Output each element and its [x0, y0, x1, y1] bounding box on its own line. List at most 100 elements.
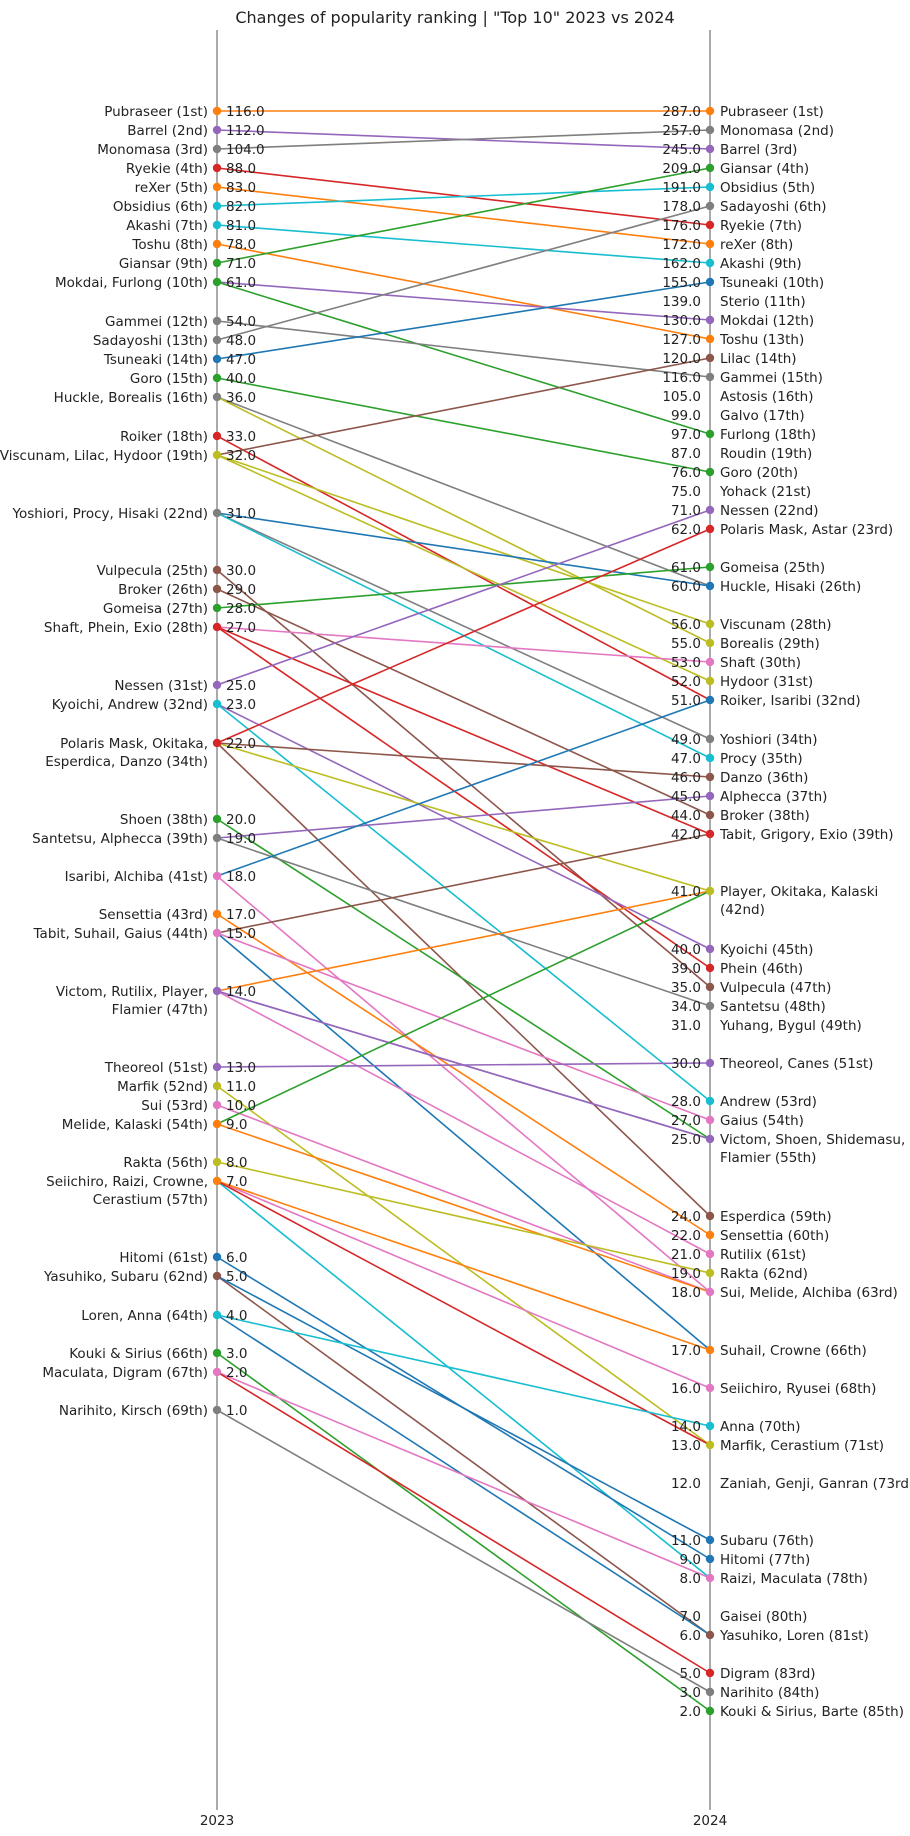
left-value-1: 112.0: [226, 123, 265, 139]
connector-44: [216, 932, 711, 1351]
right-label-54-0: Marfik, Cerastium (71st): [720, 1438, 884, 1454]
connector-47: [216, 990, 711, 1255]
left-marker-14: [212, 392, 222, 402]
right-value-61: 5.0: [680, 1666, 701, 1682]
right-marker-2: [705, 144, 715, 154]
right-label-46-0: Esperdica (59th): [720, 1209, 832, 1225]
right-value-36: 41.0: [671, 884, 701, 900]
right-value-42: 30.0: [671, 1056, 701, 1072]
right-value-52: 16.0: [671, 1381, 701, 1397]
right-marker-32: [705, 772, 715, 782]
right-marker-54: [705, 1440, 715, 1450]
right-value-1: 257.0: [662, 123, 701, 139]
left-label-30-0: Victom, Rutilix, Player,: [56, 984, 208, 1000]
right-marker-63: [705, 1706, 715, 1716]
connector-41: [216, 875, 711, 1293]
right-marker-7: [705, 239, 715, 249]
right-label-16-0: Galvo (17th): [720, 408, 805, 424]
left-marker-20: [212, 603, 222, 613]
right-value-19: 76.0: [671, 465, 701, 481]
connector-45: [216, 932, 711, 1121]
connector-62: [216, 1275, 711, 1541]
right-value-6: 176.0: [662, 218, 701, 234]
left-value-14: 36.0: [226, 390, 256, 406]
right-value-40: 34.0: [671, 999, 701, 1015]
left-value-24: 22.0: [226, 736, 256, 752]
left-label-20-0: Gomeisa (27th): [103, 601, 208, 617]
left-label-36-0: Seiichiro, Raizi, Crowne,: [46, 1174, 208, 1190]
right-marker-43: [705, 1096, 715, 1106]
left-marker-22: [212, 680, 222, 690]
right-label-48-0: Rutilix (61st): [720, 1247, 806, 1263]
left-marker-4: [212, 182, 222, 192]
right-value-13: 120.0: [662, 351, 701, 367]
right-marker-47: [705, 1230, 715, 1240]
right-label-56-0: Subaru (76th): [720, 1533, 814, 1549]
right-label-10-0: Sterio (11th): [720, 294, 806, 310]
right-label-23-0: Gomeisa (25th): [720, 560, 825, 576]
connector-32: [216, 703, 711, 1102]
right-label-14-0: Gammei (15th): [720, 370, 823, 386]
right-marker-40: [705, 1001, 715, 1011]
right-marker-39: [705, 982, 715, 992]
right-label-58-0: Raizi, Maculata (78th): [720, 1571, 868, 1587]
right-value-5: 178.0: [662, 199, 701, 215]
right-marker-56: [705, 1535, 715, 1545]
left-marker-6: [212, 220, 222, 230]
right-marker-31: [705, 753, 715, 763]
left-value-10: 54.0: [226, 314, 256, 330]
connector-16: [216, 396, 711, 644]
left-label-27-0: Isaribi, Alchiba (41st): [65, 869, 208, 885]
right-value-38: 39.0: [671, 961, 701, 977]
right-label-34-0: Broker (38th): [720, 808, 810, 824]
left-marker-19: [212, 584, 222, 594]
connector-8: [216, 167, 711, 264]
right-label-60-0: Yasuhiko, Loren (81st): [719, 1628, 869, 1644]
right-label-47-0: Sensettia (60th): [720, 1228, 829, 1244]
left-value-16: 32.0: [226, 448, 256, 464]
right-marker-22: [705, 524, 715, 534]
left-label-36-1: Cerastium (57th): [93, 1192, 208, 1208]
right-value-39: 35.0: [671, 980, 701, 996]
connector-56: [216, 1180, 711, 1389]
right-value-45: 25.0: [671, 1132, 701, 1148]
left-value-36: 7.0: [226, 1174, 247, 1190]
right-value-31: 47.0: [671, 751, 701, 767]
right-label-55-0: Zaniah, Genji, Ganran (73rd): [720, 1476, 910, 1492]
right-marker-46: [705, 1211, 715, 1221]
right-marker-12: [705, 334, 715, 344]
right-value-33: 45.0: [671, 789, 701, 805]
right-label-8-0: Akashi (9th): [720, 256, 802, 272]
right-label-44-0: Gaius (54th): [720, 1113, 804, 1129]
left-value-7: 78.0: [226, 237, 256, 253]
right-value-37: 40.0: [671, 942, 701, 958]
right-label-24-0: Huckle, Hisaki (26th): [720, 579, 861, 595]
left-marker-13: [212, 373, 222, 383]
left-marker-34: [212, 1119, 222, 1129]
left-marker-18: [212, 565, 222, 575]
left-marker-23: [212, 699, 222, 709]
right-marker-27: [705, 657, 715, 667]
right-marker-0: [705, 106, 715, 116]
left-marker-5: [212, 201, 222, 211]
right-label-21-0: Nessen (22nd): [720, 503, 818, 519]
right-label-38-0: Phein (46th): [720, 961, 803, 977]
right-value-17: 97.0: [671, 427, 701, 443]
left-marker-29: [212, 928, 222, 938]
left-marker-41: [212, 1367, 222, 1377]
right-label-27-0: Shaft (30th): [720, 655, 801, 671]
connector-61: [216, 1275, 711, 1636]
right-label-29-0: Roiker, Isaribi (32nd): [720, 693, 861, 709]
left-value-37: 6.0: [226, 1250, 247, 1266]
left-label-5-0: Obsidius (6th): [113, 199, 208, 215]
left-value-31: 13.0: [226, 1060, 256, 1076]
left-label-35-0: Rakta (56th): [123, 1155, 208, 1171]
left-marker-2: [212, 144, 222, 154]
right-label-45-0: Victom, Shoen, Shidemasu,: [720, 1132, 905, 1148]
right-label-15-0: Astosis (16th): [720, 389, 814, 405]
connector-24: [216, 569, 711, 988]
left-marker-10: [212, 316, 222, 326]
left-value-3: 88.0: [226, 161, 256, 177]
right-value-30: 49.0: [671, 732, 701, 748]
left-marker-3: [212, 163, 222, 173]
